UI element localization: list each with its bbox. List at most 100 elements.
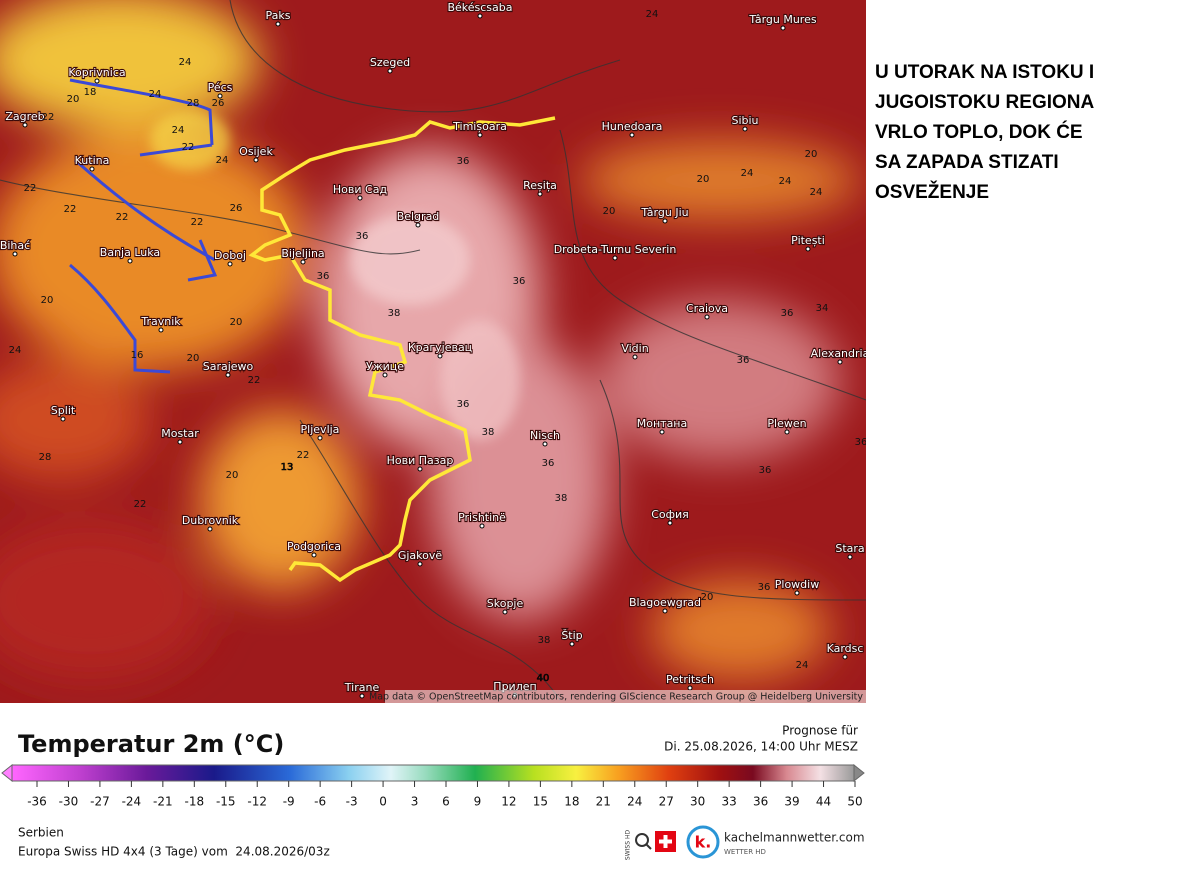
place-label: Nisch <box>530 429 560 442</box>
temperature-label: 36 <box>781 308 794 319</box>
temperature-label: 34 <box>816 303 829 314</box>
place-label: Split <box>51 404 76 417</box>
temperature-label: 38 <box>555 493 568 504</box>
temperature-label: 20 <box>701 592 714 603</box>
city-marker <box>662 608 668 614</box>
tick-label: 39 <box>784 795 799 809</box>
tick-label: 6 <box>442 795 450 809</box>
swiss-hd: SWISS HD <box>625 830 632 861</box>
city-marker <box>437 353 443 359</box>
temperature-label: 22 <box>297 450 310 461</box>
place-label: Ужице <box>366 360 404 373</box>
temperature-label: 22 <box>24 183 37 194</box>
city-marker <box>22 122 28 128</box>
place-label: Plewen <box>767 417 806 430</box>
city-marker <box>415 222 421 228</box>
city-marker <box>317 435 323 441</box>
city-marker <box>300 259 306 265</box>
city-marker <box>357 195 363 201</box>
temperature-label: 22 <box>64 204 77 215</box>
place-label: Koprivnica <box>68 66 125 79</box>
tick-label: 27 <box>659 795 674 809</box>
temperature-label: 24 <box>810 187 823 198</box>
city-marker <box>659 429 665 435</box>
legend-title: Temperatur 2m (°C) <box>18 730 284 758</box>
tick-label: 21 <box>596 795 611 809</box>
city-marker <box>794 590 800 596</box>
place-label: Blagoewgrad <box>629 596 701 609</box>
place-label: Podgorica <box>287 540 341 553</box>
tick-label: 18 <box>564 795 579 809</box>
colorbar <box>1 763 865 783</box>
city-marker <box>89 166 95 172</box>
city-marker <box>687 685 693 691</box>
temperature-label: 24 <box>179 57 192 68</box>
city-marker <box>537 191 543 197</box>
temperature-label: 22 <box>191 217 204 228</box>
place-label: Hunedoara <box>602 120 663 133</box>
city-marker <box>207 526 213 532</box>
tick-label: -18 <box>185 795 205 809</box>
city-marker <box>311 552 317 558</box>
place-label: Osijek <box>239 145 273 158</box>
footer-model: Europa Swiss HD 4x4 (3 Tage) vom 24.08.2… <box>18 845 330 859</box>
city-marker <box>217 93 223 99</box>
place-label: Sarajewo <box>203 360 254 373</box>
map: Paks Békéscsaba Târgu Mures Koprivnica Pécs S… <box>0 0 866 703</box>
place-label: Pécs <box>208 81 233 94</box>
place-label: Reșița <box>523 179 557 192</box>
temperature-label: 36 <box>758 582 771 593</box>
temperature-label: 24 <box>9 345 22 356</box>
tick-label: -27 <box>90 795 110 809</box>
city-marker <box>387 68 393 74</box>
city-marker <box>612 255 618 261</box>
place-label: Mostar <box>161 427 199 440</box>
annotation-line: U UTORAK NA ISTOKU I <box>875 62 1094 83</box>
place-label: Gjakovë <box>398 549 443 562</box>
city-marker <box>704 314 710 320</box>
temperature-label: 22 <box>134 499 147 510</box>
temperature-label: 40 <box>537 673 550 684</box>
tick-label: -24 <box>122 795 142 809</box>
city-marker <box>177 439 183 445</box>
temperature-label: 24 <box>741 168 754 179</box>
forecast-label: Prognose für <box>782 724 858 738</box>
city-marker <box>127 258 133 264</box>
place-label: Banja Luka <box>100 246 160 259</box>
temperature-label: 36 <box>513 276 526 287</box>
forecast-time: Di. 25.08.2026, 14:00 Uhr MESZ <box>664 740 858 754</box>
place-label: Pitești <box>791 234 825 247</box>
place-label: Pljevlja <box>301 423 340 436</box>
tick-label: 12 <box>501 795 516 809</box>
place-label: Štip <box>561 629 582 642</box>
temperature-label: 36 <box>759 465 772 476</box>
attribution: Map data © OpenStreetMap contributors, r… <box>369 692 863 703</box>
place-label: Petritsch <box>666 673 714 686</box>
temperature-label: 18 <box>84 87 97 98</box>
temperature-label: 36 <box>356 231 369 242</box>
place-label: София <box>651 508 689 521</box>
temperature-label: 20 <box>230 317 243 328</box>
city-marker <box>742 126 748 132</box>
city-marker <box>359 693 365 699</box>
annotation-line: OSVEŽENJE <box>875 181 989 203</box>
place-label: Plowdiw <box>775 578 819 591</box>
tick-label: -21 <box>153 795 173 809</box>
tick-label: -3 <box>346 795 358 809</box>
city-marker <box>632 354 638 360</box>
temperature-label: 20 <box>41 295 54 306</box>
temperature-label: 20 <box>603 206 616 217</box>
city-marker <box>12 251 18 257</box>
city-marker <box>780 25 786 31</box>
temperature-label: 38 <box>482 427 495 438</box>
place-label: Zagreb <box>5 110 44 123</box>
tick-label: 44 <box>816 795 831 809</box>
place-label: Sibiu <box>731 114 758 127</box>
city-marker <box>847 554 853 560</box>
place-label: Нови Пазар <box>387 454 454 467</box>
place-label: Travnik <box>140 315 181 328</box>
place-label: Szeged <box>370 56 410 69</box>
temperature-label: 13 <box>281 462 294 473</box>
temperature-label: 24 <box>149 89 162 100</box>
